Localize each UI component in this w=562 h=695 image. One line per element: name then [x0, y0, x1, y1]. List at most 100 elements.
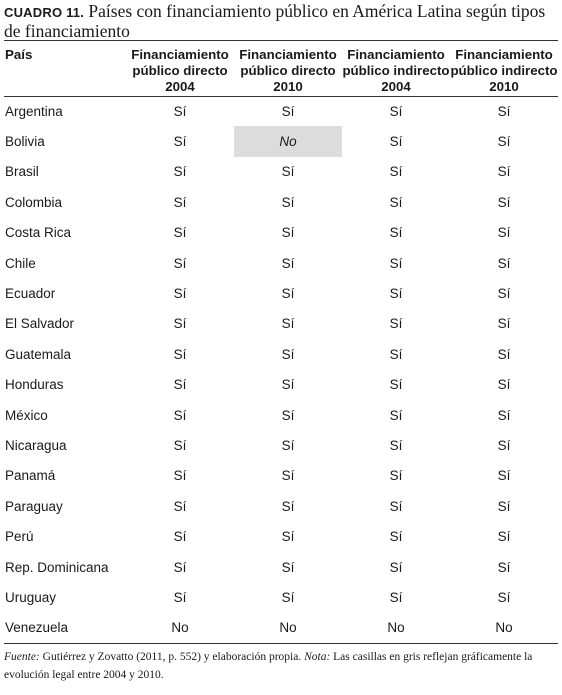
country-cell: Panamá	[5, 468, 56, 484]
country-cell: Bolivia	[5, 134, 45, 150]
country-cell: Costa Rica	[5, 225, 72, 241]
value-cell: Sí	[389, 194, 403, 210]
value-cell: Sí	[173, 164, 187, 180]
value-cell: Sí	[281, 529, 295, 545]
value-cell: Sí	[389, 589, 403, 605]
value-cell: Sí	[497, 316, 511, 332]
value-cell: Sí	[497, 377, 511, 393]
table-row: Honduras Sí Sí Sí Sí	[4, 370, 558, 400]
table-row: Perú Sí Sí Sí Sí	[4, 521, 558, 551]
value-cell: Sí	[173, 255, 187, 271]
value-cell: Sí	[389, 407, 403, 423]
value-cell: Sí	[281, 377, 295, 393]
header-direct-2004: Financiamiento público directo 2004	[126, 41, 234, 97]
value-cell: Sí	[497, 529, 511, 545]
country-cell: Venezuela	[4, 612, 126, 644]
table-body: Argentina Sí Sí Sí Sí Bolivia Sí No Sí Sí Brasil Sí…	[4, 96, 558, 644]
value-cell: Sí	[173, 134, 187, 150]
value-cell: Sí	[281, 255, 295, 271]
caption-label: CUADRO 11.	[4, 5, 85, 20]
country-cell: Ecuador	[5, 286, 56, 302]
header-indirect-2004: Financiamiento público indirecto 2004	[342, 41, 450, 97]
table-row: Ecuador Sí Sí Sí Sí	[4, 278, 558, 308]
value-cell: Sí	[497, 194, 511, 210]
value-cell: Sí	[497, 103, 511, 119]
value-cell: Sí	[173, 468, 187, 484]
value-cell: Sí	[173, 103, 187, 119]
value-cell: Sí	[389, 255, 403, 271]
value-cell: Sí	[173, 194, 187, 210]
table-row: Panamá Sí Sí Sí Sí	[4, 461, 558, 491]
value-cell: Sí	[281, 194, 295, 210]
country-cell: Rep. Dominicana	[5, 559, 109, 575]
value-cell: Sí	[173, 377, 187, 393]
value-cell: Sí	[497, 286, 511, 302]
table-note: Fuente: Gutiérrez y Zovatto (2011, p. 55…	[4, 648, 558, 684]
country-cell: Uruguay	[5, 589, 57, 605]
value-cell: Sí	[497, 225, 511, 241]
value-cell: Sí	[281, 589, 295, 605]
value-cell: Sí	[173, 225, 187, 241]
country-cell: México	[5, 407, 48, 423]
value-cell: Sí	[389, 529, 403, 545]
table-row: Venezuela No No No No	[4, 612, 558, 644]
caption-title: Países con financiamiento público en Amé…	[4, 1, 546, 41]
country-cell: El Salvador	[5, 316, 75, 332]
table-row: Argentina Sí Sí Sí Sí	[4, 96, 558, 126]
value-cell: Sí	[389, 134, 403, 150]
value-cell: Sí	[281, 286, 295, 302]
value-cell: Sí	[497, 164, 511, 180]
value-cell: Sí	[173, 346, 187, 362]
value-cell: Sí	[497, 498, 511, 514]
value-cell: Sí	[389, 468, 403, 484]
value-cell: Sí	[281, 437, 295, 453]
header-country: País	[4, 41, 126, 97]
table-row: Bolivia Sí No Sí Sí	[4, 126, 558, 157]
value-cell: Sí	[281, 316, 295, 332]
table-row: Nicaragua Sí Sí Sí Sí	[4, 430, 558, 460]
value-cell: Sí	[389, 164, 403, 180]
value-cell: Sí	[389, 437, 403, 453]
country-cell: Brasil	[5, 164, 39, 180]
note-label: Nota:	[304, 650, 331, 663]
value-cell: Sí	[173, 529, 187, 545]
country-cell: Nicaragua	[5, 437, 67, 453]
header-indirect-2010: Financiamiento público indirecto 2010	[450, 41, 558, 97]
value-cell: Sí	[173, 286, 187, 302]
value-cell: Sí	[281, 559, 295, 575]
value-cell: No	[342, 612, 450, 644]
value-cell: Sí	[173, 498, 187, 514]
table-row: Chile Sí Sí Sí Sí	[4, 248, 558, 278]
table-caption: CUADRO 11. Países con financiamiento púb…	[4, 2, 558, 40]
table-row: México Sí Sí Sí Sí	[4, 400, 558, 430]
value-cell: Sí	[497, 589, 511, 605]
value-cell: Sí	[173, 407, 187, 423]
value-cell: Sí	[389, 225, 403, 241]
value-cell: Sí	[497, 134, 511, 150]
value-cell: Sí	[281, 407, 295, 423]
value-cell: Sí	[497, 437, 511, 453]
country-cell: Chile	[5, 255, 36, 271]
value-cell: Sí	[281, 103, 295, 119]
value-cell-shaded: No	[234, 126, 342, 157]
country-cell: Perú	[5, 529, 34, 545]
table-row: Costa Rica Sí Sí Sí Sí	[4, 218, 558, 248]
value-cell: Sí	[497, 255, 511, 271]
value-cell: Sí	[281, 346, 295, 362]
table-row: El Salvador Sí Sí Sí Sí	[4, 309, 558, 339]
table-row: Uruguay Sí Sí Sí Sí	[4, 582, 558, 612]
financing-table: País Financiamiento público directo 2004…	[4, 41, 558, 644]
table-row: Colombia Sí Sí Sí Sí	[4, 187, 558, 217]
table-row: Brasil Sí Sí Sí Sí	[4, 157, 558, 187]
value-cell: Sí	[389, 559, 403, 575]
header-row: País Financiamiento público directo 2004…	[4, 41, 558, 97]
header-direct-2010: Financiamiento público directo 2010	[234, 41, 342, 97]
value-cell: Sí	[497, 559, 511, 575]
value-cell: Sí	[281, 225, 295, 241]
table-row: Paraguay Sí Sí Sí Sí	[4, 491, 558, 521]
table-figure: CUADRO 11. Países con financiamiento púb…	[4, 2, 558, 684]
value-cell: Sí	[281, 498, 295, 514]
table-row: Rep. Dominicana Sí Sí Sí Sí	[4, 552, 558, 582]
value-cell: Sí	[281, 468, 295, 484]
value-cell: Sí	[389, 498, 403, 514]
